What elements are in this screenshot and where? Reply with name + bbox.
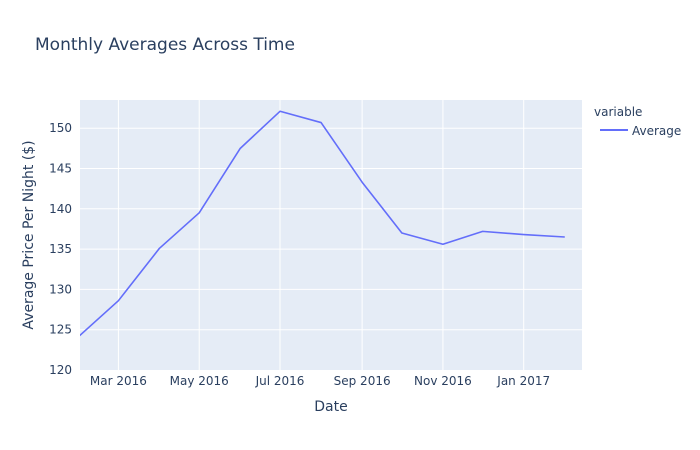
data-point[interactable] bbox=[115, 298, 121, 304]
y-tick-label: 150 bbox=[49, 121, 72, 135]
data-point[interactable] bbox=[156, 245, 162, 251]
legend-title: variable bbox=[594, 105, 642, 119]
y-tick-label: 125 bbox=[49, 323, 72, 337]
legend-item-average[interactable]: Average bbox=[632, 124, 681, 138]
y-axis-ticks: 120 125 130 135 140 145 150 bbox=[49, 121, 72, 377]
x-axis-label: Date bbox=[314, 399, 347, 415]
y-tick-label: 135 bbox=[49, 242, 72, 256]
x-tick-label: Sep 2016 bbox=[334, 374, 391, 388]
y-tick-label: 130 bbox=[49, 282, 72, 296]
y-axis-label: Average Price Per Night ($) bbox=[21, 140, 37, 329]
data-point[interactable] bbox=[196, 210, 202, 216]
legend: variable Average bbox=[594, 105, 681, 138]
x-tick-label: Jan 2017 bbox=[496, 374, 550, 388]
data-point[interactable] bbox=[237, 145, 243, 151]
data-point[interactable] bbox=[562, 234, 568, 240]
x-tick-label: Jul 2016 bbox=[255, 374, 305, 388]
data-point[interactable] bbox=[318, 120, 324, 126]
series-layer bbox=[39, 108, 568, 357]
chart-title: Monthly Averages Across Time bbox=[35, 35, 295, 55]
data-point[interactable] bbox=[480, 228, 486, 234]
x-tick-label: Nov 2016 bbox=[414, 374, 472, 388]
y-tick-label: 145 bbox=[49, 162, 72, 176]
x-axis-ticks: Mar 2016 May 2016 Jul 2016 Sep 2016 Nov 2016… bbox=[90, 374, 550, 388]
x-tick-label: May 2016 bbox=[170, 374, 229, 388]
data-point[interactable] bbox=[440, 241, 446, 247]
data-point[interactable] bbox=[77, 332, 83, 338]
grid-lines bbox=[80, 100, 582, 370]
data-point[interactable] bbox=[277, 108, 283, 114]
data-point[interactable] bbox=[399, 230, 405, 236]
y-tick-label: 120 bbox=[49, 363, 72, 377]
plot-background bbox=[80, 100, 582, 370]
series-line-average[interactable] bbox=[39, 110, 565, 357]
y-tick-label: 140 bbox=[49, 202, 72, 216]
data-point[interactable] bbox=[521, 232, 527, 238]
x-tick-label: Mar 2016 bbox=[90, 374, 147, 388]
data-point[interactable] bbox=[359, 179, 365, 185]
